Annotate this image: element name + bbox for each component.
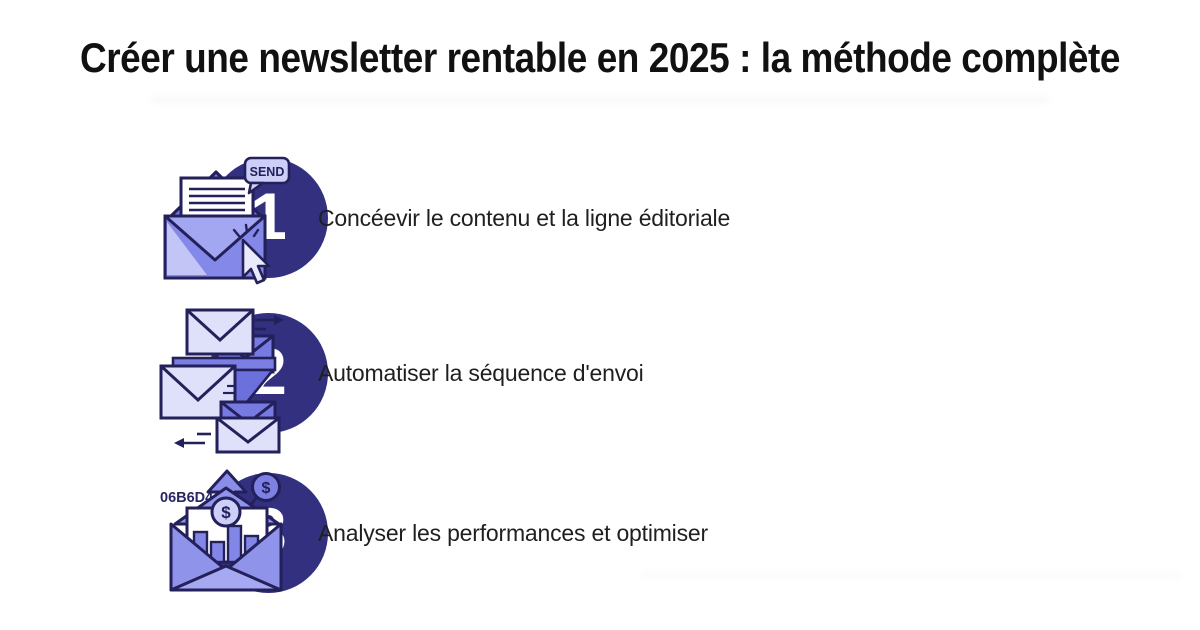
send-bubble-label: SEND — [250, 165, 285, 179]
hex-artifact-label: 06B6D4 — [160, 490, 213, 506]
background-artifact-streak — [150, 96, 1050, 103]
background-artifact-streak — [640, 572, 1180, 578]
page-title: Créer une newsletter rentable en 2025 : … — [79, 34, 1121, 81]
step-row-3: 3 06B6D4 $ $ — [0, 469, 1200, 593]
coin-dollar-symbol: $ — [262, 480, 271, 497]
email-sequence-icon — [159, 306, 291, 454]
step-row-2: 2 — [0, 308, 1200, 454]
analytics-growth-icon: 06B6D4 $ $ — [159, 466, 294, 598]
step-label-3: Analyser les performances et optimiser — [318, 519, 708, 546]
step-row-1: 1 — [0, 156, 1200, 285]
step-label-2: Automatiser la séquence d'envoi — [318, 359, 644, 386]
step-label-1: Concéevir le contenu et la ligne éditori… — [318, 204, 731, 231]
newsletter-send-icon: SEND — [159, 152, 291, 287]
coin-dollar-symbol: $ — [221, 503, 231, 522]
